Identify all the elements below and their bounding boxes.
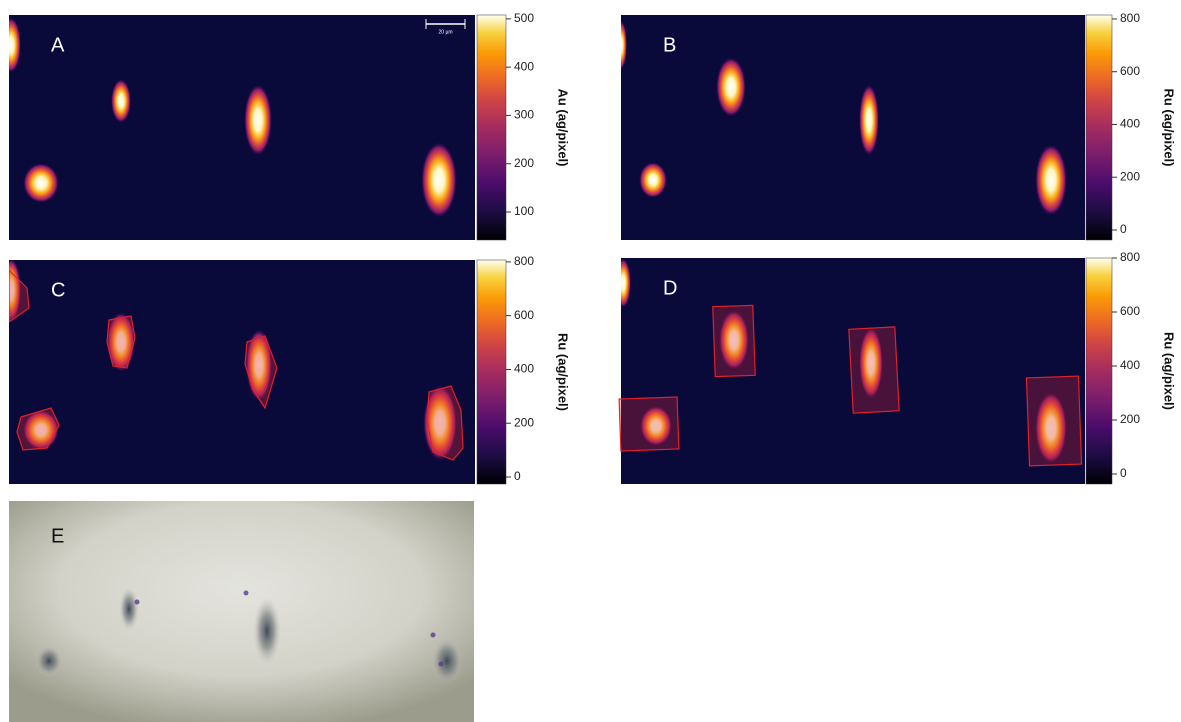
colorbar-tick-label: 100 — [514, 204, 534, 218]
roi-box — [849, 327, 899, 413]
colorbar — [1086, 15, 1112, 240]
colorbar-tick-label: 800 — [514, 254, 534, 268]
heatmap-background — [9, 15, 475, 240]
cell — [35, 645, 63, 677]
cell — [119, 587, 139, 631]
colorbar-tick-label: 200 — [1120, 169, 1140, 183]
colorbar-tick-label: 400 — [514, 362, 534, 376]
hotspot — [421, 142, 457, 218]
colorbar-tick-label: 800 — [1120, 250, 1140, 264]
colorbar-tick-label: 600 — [1120, 64, 1140, 78]
hotspot — [615, 258, 631, 308]
colorbar-tick-label: 400 — [1120, 358, 1140, 372]
hotspot — [1, 17, 21, 73]
hotspot — [615, 20, 627, 70]
panel: 100 200 300 400 500 Au (ag/pixel) A — [1, 11, 571, 240]
hotspot — [111, 79, 131, 123]
colorbar-label: Au (ag/pixel) — [556, 88, 571, 166]
roi-box — [619, 397, 679, 451]
colorbar-tick-label: 800 — [1120, 11, 1140, 25]
colorbar-label: Ru (ag/pixel) — [1162, 332, 1177, 410]
panel: E — [9, 501, 474, 722]
colorbar-tick-label: 400 — [514, 59, 534, 73]
colorbar-tick-label: 400 — [1120, 117, 1140, 131]
colorbar — [477, 260, 506, 484]
panel-label: D — [663, 277, 677, 299]
colorbar-label: Ru (ag/pixel) — [556, 333, 571, 411]
hotspot — [859, 84, 879, 156]
colorbar-tick-label: 200 — [514, 156, 534, 170]
roi-box — [713, 305, 755, 376]
colorbar-label: Ru (ag/pixel) — [1162, 88, 1177, 166]
heatmap-background — [621, 15, 1085, 240]
colorbar-tick-label: 0 — [1120, 222, 1127, 236]
figure: 100 200 300 400 500 Au (ag/pixel) A 0 200 400 600 8… — [0, 0, 1181, 722]
hotspot — [1035, 144, 1067, 216]
panel-label: C — [51, 279, 65, 301]
stain — [431, 633, 436, 638]
panel: 0 200 400 600 800 Ru (ag/pixel) C — [1, 254, 571, 484]
stain — [135, 600, 140, 605]
panel-label: B — [663, 34, 676, 56]
hotspot — [716, 57, 746, 117]
scale-bar-label: 20 µm — [439, 29, 453, 35]
stain — [244, 591, 249, 596]
panel: 0 200 400 600 800 Ru (ag/pixel) B — [615, 11, 1177, 240]
hotspot — [23, 163, 59, 203]
hotspot — [244, 84, 272, 156]
colorbar — [477, 15, 506, 240]
panel-label: E — [51, 525, 64, 547]
colorbar-tick-label: 300 — [514, 108, 534, 122]
colorbar-tick-label: 200 — [1120, 412, 1140, 426]
panel: 0 200 400 600 800 Ru (ag/pixel) D — [615, 250, 1177, 484]
colorbar-tick-label: 200 — [514, 415, 534, 429]
colorbar-tick-label: 600 — [514, 308, 534, 322]
panels: 100 200 300 400 500 Au (ag/pixel) A 0 200 400 600 8… — [1, 11, 1177, 722]
colorbar — [1086, 258, 1112, 484]
colorbar-tick-label: 0 — [1120, 466, 1127, 480]
cell — [431, 637, 463, 685]
hotspot — [639, 162, 667, 198]
panel-label: A — [51, 34, 65, 56]
colorbar-tick-label: 600 — [1120, 304, 1140, 318]
colorbar-tick-label: 0 — [514, 469, 521, 483]
heatmap-background — [9, 260, 475, 484]
roi-box — [1026, 376, 1081, 466]
micrograph — [9, 501, 474, 722]
cell — [253, 597, 281, 665]
stain — [439, 662, 444, 667]
colorbar-tick-label: 500 — [514, 11, 534, 25]
